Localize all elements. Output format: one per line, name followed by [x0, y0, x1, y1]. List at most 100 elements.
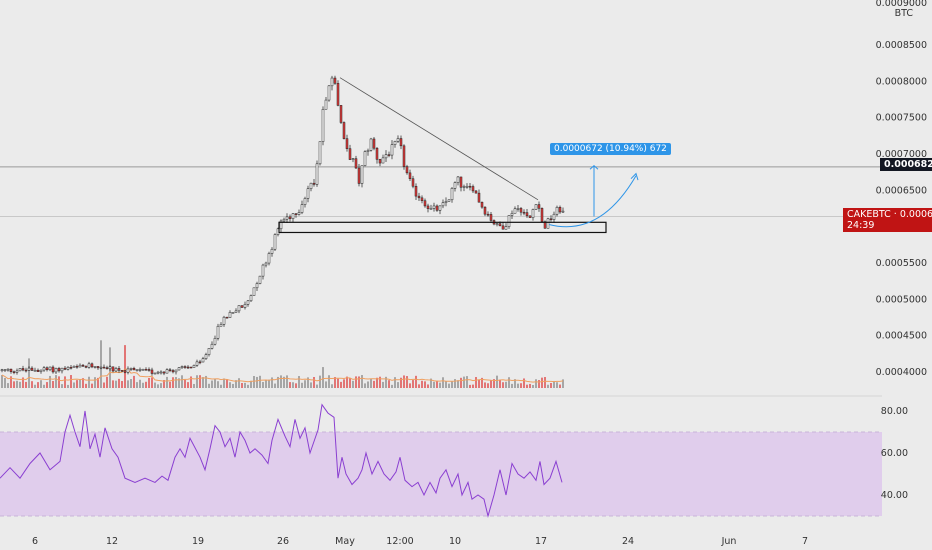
- candle-body: [294, 213, 298, 215]
- candle-body: [438, 205, 442, 211]
- candle-body: [84, 365, 88, 368]
- volume-bar: [241, 383, 243, 388]
- volume-bar: [148, 377, 150, 388]
- volume-bar: [34, 384, 36, 388]
- candle-body: [246, 300, 250, 305]
- volume-bar: [289, 382, 291, 388]
- volume-bar: [202, 377, 204, 388]
- volume-bar: [256, 376, 258, 388]
- volume-bar: [133, 375, 135, 388]
- resistance-price-text: 0.0006823: [884, 159, 932, 170]
- candle-body: [552, 213, 556, 220]
- candle-body: [165, 369, 169, 374]
- volume-bar: [121, 381, 123, 388]
- price-separator: ·: [893, 209, 900, 220]
- volume-bar: [292, 382, 294, 388]
- volume-bar: [232, 383, 234, 388]
- candle-body: [78, 364, 82, 368]
- volume-bar: [286, 375, 288, 388]
- volume-bar: [250, 380, 252, 388]
- volume-bar: [217, 381, 219, 388]
- volume-bar: [181, 375, 183, 388]
- volume-bar: [85, 383, 87, 388]
- volume-bar: [562, 379, 564, 388]
- volume-bar: [415, 375, 417, 388]
- volume-bar: [397, 382, 399, 388]
- volume-bar: [316, 384, 318, 388]
- price-tick-label: 0.0005000: [876, 294, 927, 305]
- candle-body: [372, 138, 376, 149]
- candle-body: [279, 220, 283, 230]
- volume-bar: [223, 378, 225, 388]
- candle-body: [54, 368, 58, 373]
- volume-bar: [319, 375, 321, 388]
- candle-body: [192, 365, 196, 368]
- volume-bar: [304, 380, 306, 388]
- volume-bar: [421, 380, 423, 388]
- volume-bar: [73, 382, 75, 388]
- candle-body: [171, 370, 175, 373]
- volume-bar: [199, 375, 201, 388]
- candle-body: [3, 369, 7, 371]
- candle-body: [348, 148, 352, 160]
- candle-body: [369, 138, 373, 151]
- volume-bar: [169, 381, 171, 388]
- candle-body: [270, 248, 274, 254]
- candle-body: [222, 316, 226, 325]
- projection-arrowhead: [630, 172, 639, 181]
- candle-body: [273, 234, 277, 250]
- candle-body: [267, 253, 271, 264]
- volume-bar: [166, 376, 168, 388]
- candle-body: [363, 151, 367, 166]
- candle-body: [6, 368, 10, 371]
- volume-bar: [295, 383, 297, 388]
- volume-bar: [274, 383, 276, 388]
- candle-body: [471, 186, 475, 192]
- volume-bar: [40, 380, 42, 388]
- volume-bar: [358, 376, 360, 388]
- volume-bar: [16, 380, 18, 388]
- volume-bar: [436, 380, 438, 388]
- volume-bar: [307, 377, 309, 388]
- candle-body: [504, 226, 508, 230]
- volume-bar: [70, 375, 72, 388]
- volume-bar: [52, 381, 54, 388]
- candle-body: [36, 369, 40, 372]
- candle-body: [558, 206, 562, 213]
- volume-bar: [448, 383, 450, 388]
- volume-bar: [496, 375, 498, 388]
- volume-bar: [7, 383, 9, 388]
- candle-body: [69, 366, 73, 369]
- volume-bar: [115, 380, 117, 388]
- price-tick-label: 0.0004500: [876, 331, 927, 342]
- volume-bar: [367, 381, 369, 388]
- volume-bar: [556, 382, 558, 388]
- symbol-label: CAKEBTC: [847, 209, 891, 220]
- time-tick-label: 10: [449, 536, 461, 547]
- volume-bar: [442, 377, 444, 388]
- volume-bar: [385, 376, 387, 388]
- volume-bar: [82, 378, 84, 388]
- candle-body: [351, 158, 355, 160]
- volume-bar: [508, 377, 510, 388]
- candle-body: [252, 287, 256, 296]
- volume-bar: [352, 380, 354, 388]
- measure-label[interactable]: 0.0000672 (10.94%) 672: [550, 143, 671, 155]
- candle-body: [522, 211, 526, 214]
- time-tick-label: Jun: [721, 536, 737, 547]
- volume-bar: [64, 376, 66, 388]
- candle-body: [414, 185, 418, 197]
- candle-body: [204, 354, 208, 359]
- candle-body: [330, 77, 334, 87]
- candle-body: [249, 295, 253, 302]
- candle-body: [162, 371, 166, 374]
- candle-body: [285, 216, 289, 220]
- candle-body: [99, 366, 103, 369]
- candle-body: [264, 262, 268, 266]
- measure-label-text: 0.0000672 (10.94%) 672: [554, 144, 667, 154]
- volume-bar: [481, 377, 483, 388]
- price-axis-top-label: 0.0009000: [876, 0, 927, 9]
- volume-bar: [370, 378, 372, 388]
- candle-body: [519, 208, 523, 213]
